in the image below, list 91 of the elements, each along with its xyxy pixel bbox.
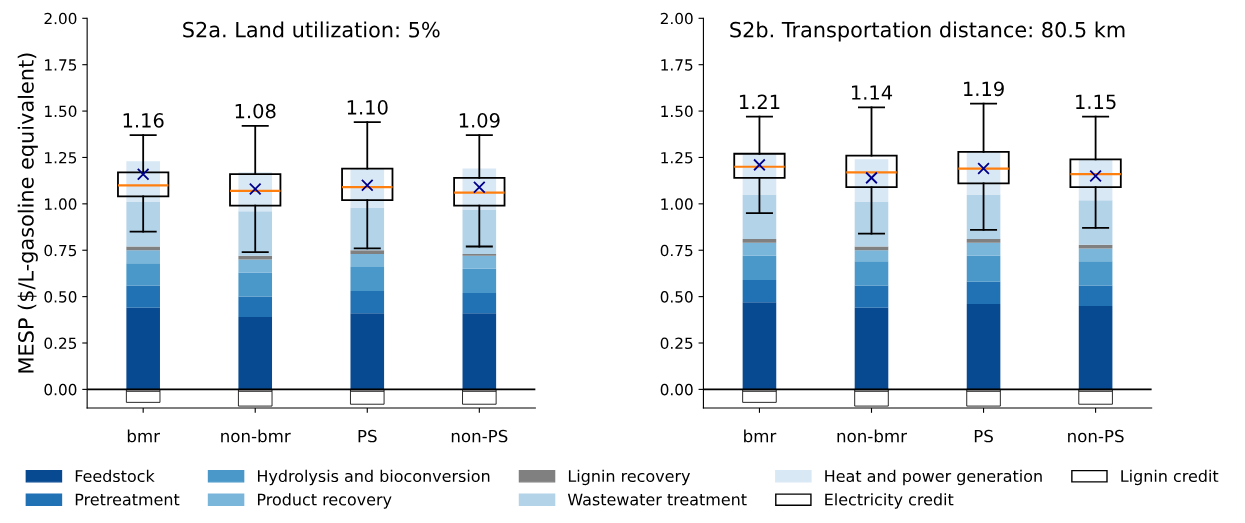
bar bbox=[126, 285, 160, 308]
legend-label: Feedstock bbox=[75, 469, 155, 483]
bar bbox=[238, 255, 273, 260]
bar bbox=[1078, 305, 1113, 390]
y-tick-label: 2.00 bbox=[660, 12, 693, 25]
bar bbox=[854, 201, 889, 247]
bar bbox=[350, 266, 385, 292]
x-tick-label: bmr bbox=[127, 429, 161, 443]
x-tick-label: PS bbox=[358, 429, 377, 443]
bar bbox=[854, 250, 889, 262]
bar bbox=[462, 313, 497, 390]
bar bbox=[462, 255, 497, 269]
legend-label: Lignin credit bbox=[1121, 469, 1219, 486]
bar bbox=[966, 255, 1001, 282]
y-axis-title: MESP ($/L-gasoline equivalent) bbox=[17, 53, 38, 373]
bar bbox=[126, 307, 160, 390]
x-tick-label: non-PS bbox=[451, 429, 508, 443]
y-tick-label: 0.50 bbox=[44, 291, 77, 303]
bar bbox=[350, 291, 385, 314]
bar bbox=[966, 242, 1001, 256]
bar bbox=[238, 211, 273, 256]
y-tick-label: 0.25 bbox=[44, 337, 77, 350]
annotation: 1.14 bbox=[851, 85, 893, 100]
legend-label: Pretreatment bbox=[75, 493, 180, 506]
bar bbox=[238, 272, 273, 297]
y-tick-label: 0.75 bbox=[660, 244, 693, 257]
legend-label: Hydrolysis and bioconversion bbox=[257, 469, 490, 486]
y-tick-label: 1.25 bbox=[45, 151, 77, 164]
bar bbox=[238, 259, 273, 273]
y-tick-label: 0.75 bbox=[44, 244, 77, 257]
point bbox=[136, 167, 150, 181]
y-tick-label: 2.00 bbox=[44, 12, 77, 25]
bar bbox=[966, 281, 1001, 305]
bar bbox=[854, 261, 889, 286]
bar bbox=[462, 292, 497, 314]
bar bbox=[742, 239, 777, 243]
chart-title: S2a. Land utilization: 5% bbox=[183, 21, 440, 38]
y-tick-label: 1.75 bbox=[661, 59, 693, 71]
bar bbox=[350, 253, 385, 267]
bar bbox=[742, 242, 777, 256]
bar bbox=[1078, 248, 1113, 262]
bar bbox=[742, 302, 777, 390]
x-tick-label: non-PS bbox=[1068, 429, 1124, 443]
x-tick-label: bmr bbox=[744, 429, 777, 443]
y-tick-label: 0.00 bbox=[44, 383, 77, 396]
x-tick-label: non-bmr bbox=[837, 429, 907, 443]
bar bbox=[854, 285, 889, 308]
bar bbox=[238, 296, 273, 318]
y-tick-label: 1.50 bbox=[45, 105, 77, 118]
bar bbox=[966, 194, 1001, 240]
annotation: 1.10 bbox=[347, 100, 388, 115]
legend-label: Product recovery bbox=[257, 493, 392, 509]
bar bbox=[126, 250, 160, 264]
bar bbox=[742, 279, 777, 303]
bar bbox=[966, 304, 1001, 390]
y-tick-label: 0.50 bbox=[660, 291, 693, 303]
bar bbox=[854, 307, 889, 390]
bar bbox=[350, 250, 385, 254]
x-tick-label: PS bbox=[974, 429, 993, 443]
y-tick-label: 1.00 bbox=[45, 198, 77, 210]
bar bbox=[1078, 285, 1113, 306]
y-tick-label: 1.50 bbox=[661, 105, 693, 118]
chart-title: S2b. Transportation distance: 80.5 km bbox=[730, 21, 1125, 42]
legend-label: Heat and power generation bbox=[825, 469, 1042, 486]
legend-label: Electricity credit bbox=[825, 493, 954, 509]
bar bbox=[126, 263, 160, 286]
y-tick-label: 0.25 bbox=[660, 337, 693, 350]
bar bbox=[742, 255, 777, 280]
bar bbox=[1078, 200, 1113, 245]
annotation: 1.08 bbox=[235, 103, 276, 119]
bar bbox=[462, 209, 497, 254]
y-tick-label: 1.75 bbox=[45, 59, 77, 71]
y-tick-label: 1.00 bbox=[661, 198, 693, 210]
y-tick-label: 1.25 bbox=[661, 151, 693, 164]
annotation: 1.16 bbox=[123, 113, 164, 128]
annotation: 1.15 bbox=[1076, 94, 1116, 110]
annotation: 1.21 bbox=[739, 94, 780, 109]
bar bbox=[238, 317, 273, 390]
bar bbox=[966, 239, 1001, 243]
bar bbox=[742, 194, 777, 240]
legend-label: Lignin recovery bbox=[568, 469, 691, 486]
y-tick-label: 0.00 bbox=[660, 383, 693, 396]
legend-label: Wastewater treatment bbox=[567, 493, 747, 506]
x-tick-label: non-bmr bbox=[221, 429, 291, 443]
annotation: 1.09 bbox=[459, 113, 500, 128]
bar bbox=[350, 207, 385, 251]
bar bbox=[350, 313, 385, 390]
annotation: 1.19 bbox=[964, 81, 1004, 97]
bar bbox=[462, 268, 497, 293]
bar bbox=[126, 201, 160, 247]
bar bbox=[1078, 261, 1113, 286]
